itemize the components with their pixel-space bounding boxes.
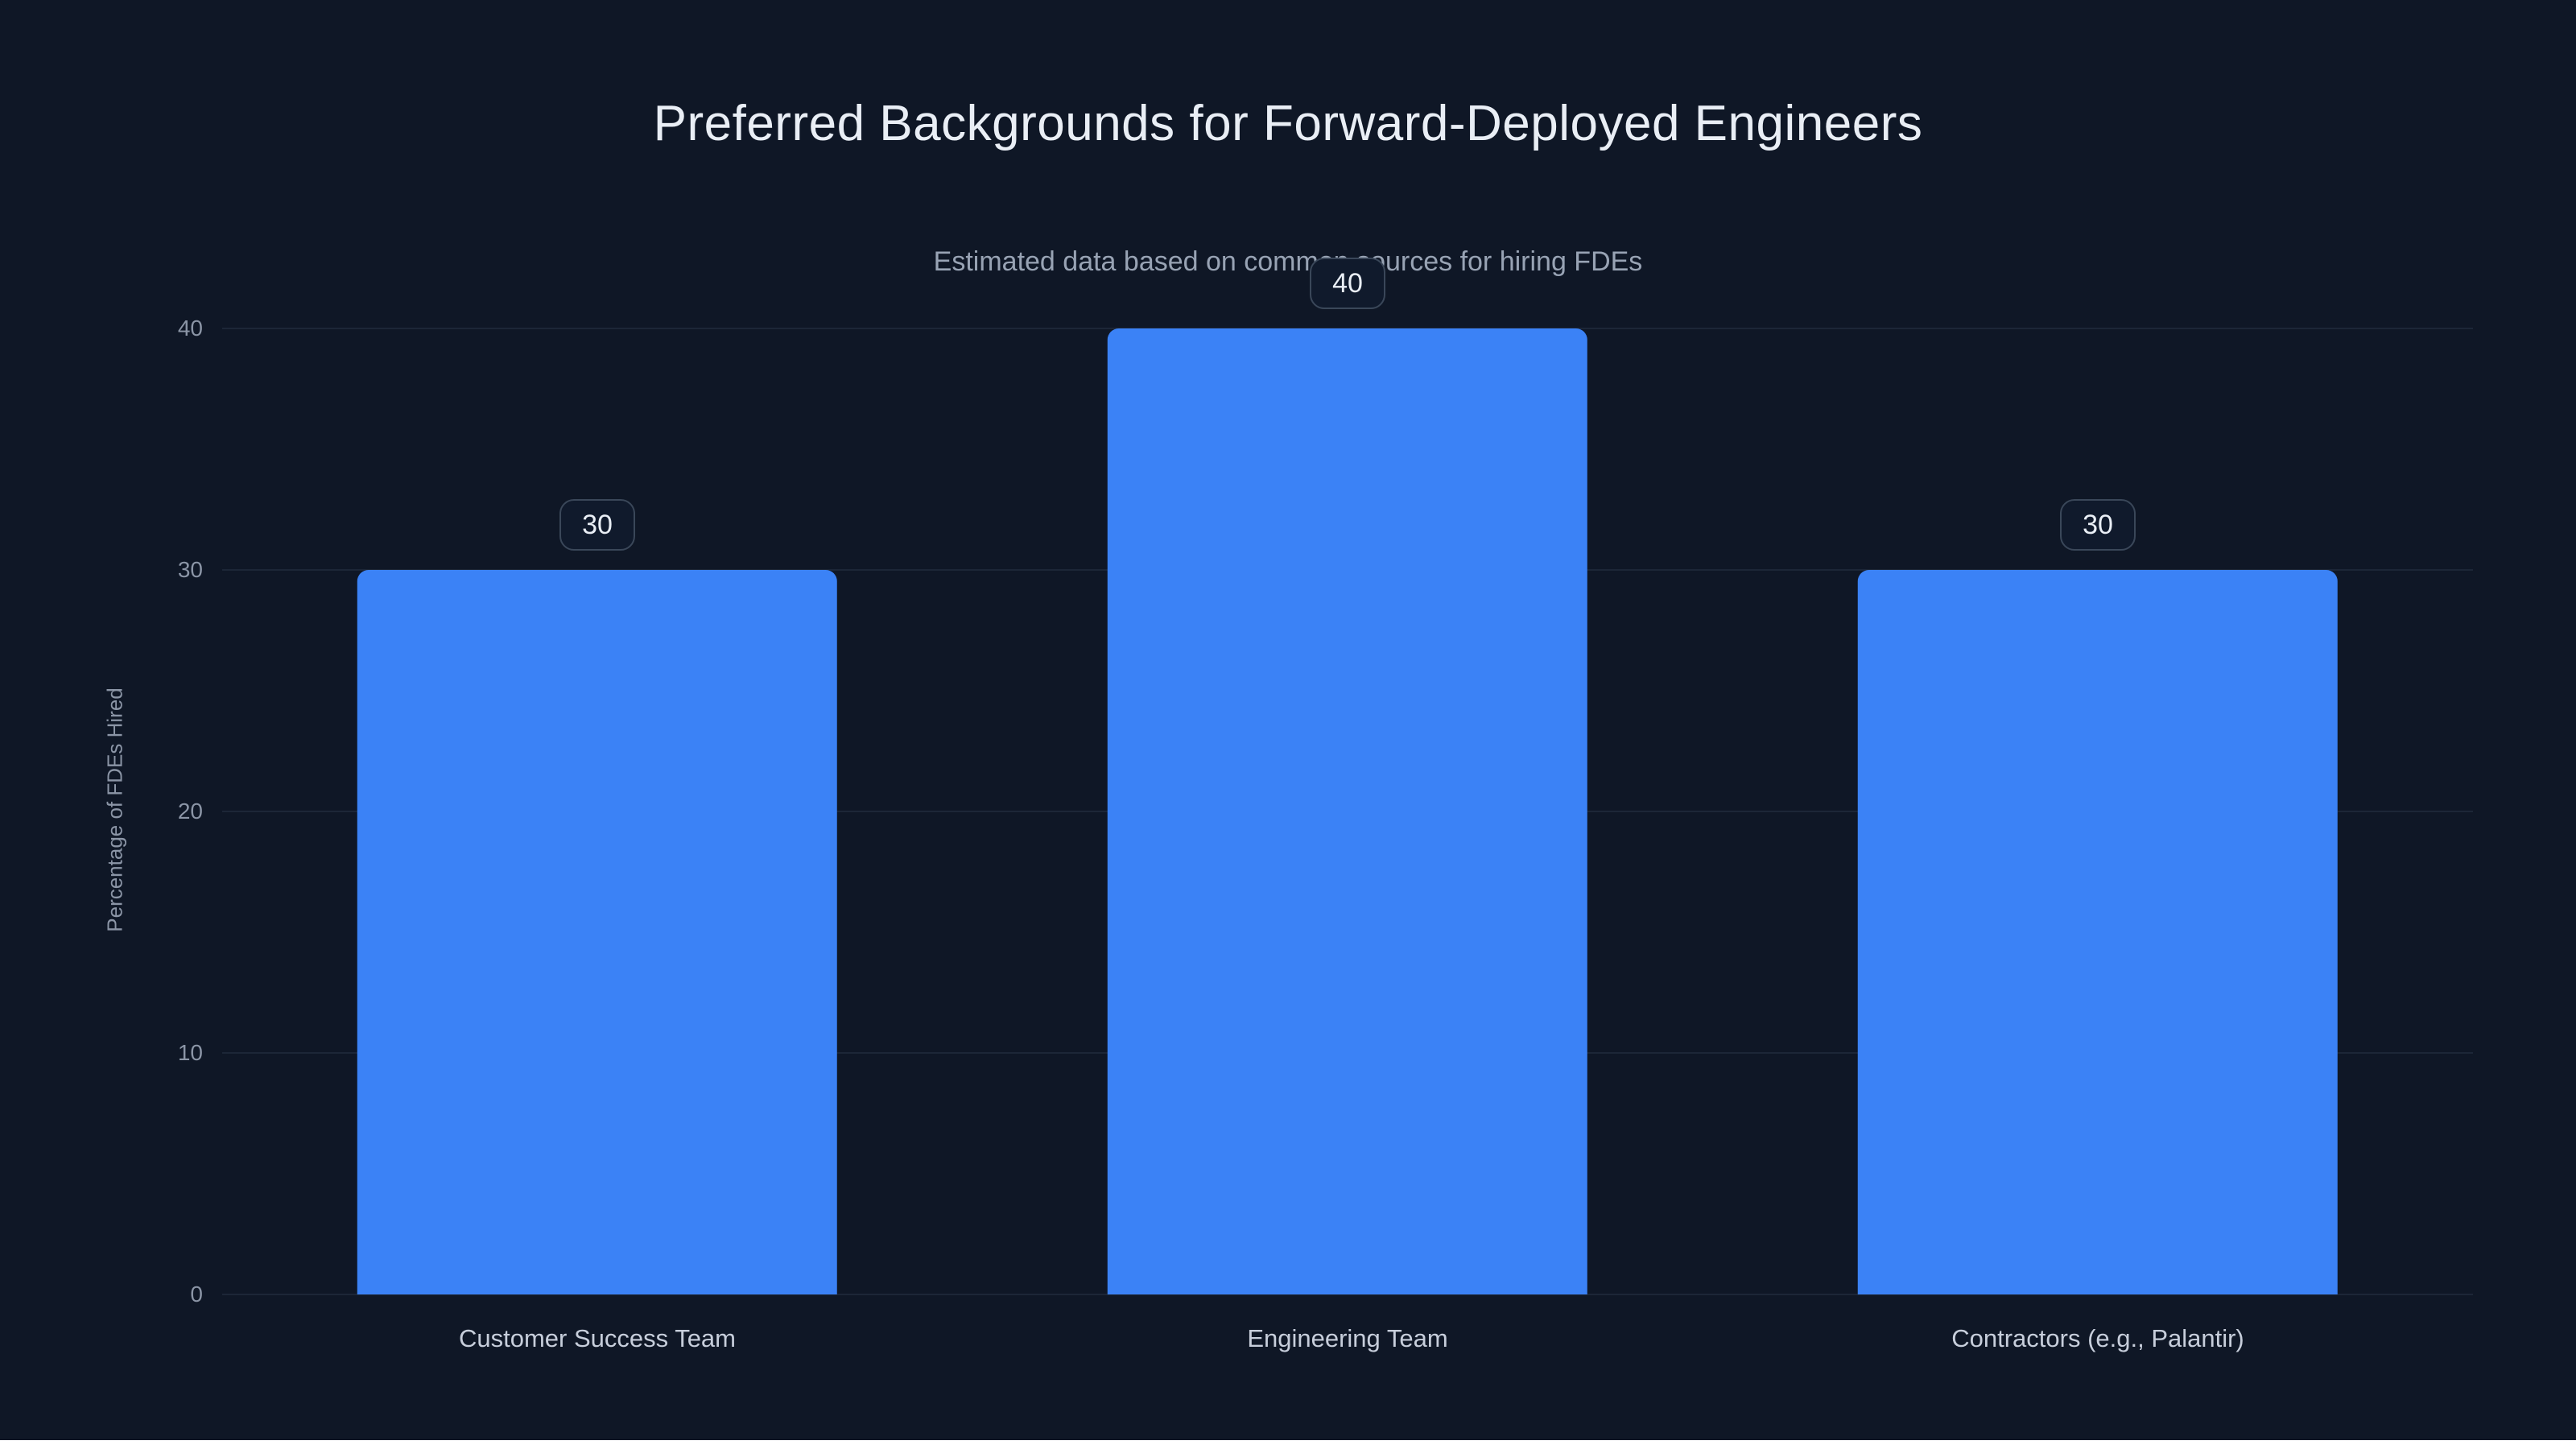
y-tick-label: 10 bbox=[177, 1040, 203, 1065]
y-tick-label: 20 bbox=[177, 799, 203, 824]
bars-container: 30 40 30 bbox=[222, 258, 2473, 1294]
bar-group-3: 30 bbox=[1723, 328, 2473, 1294]
value-label-badge: 30 bbox=[559, 499, 635, 551]
y-tick-label: 0 bbox=[190, 1282, 203, 1307]
chart-title: Preferred Backgrounds for Forward-Deploy… bbox=[653, 96, 1923, 151]
bottom-strip bbox=[0, 1440, 2576, 1449]
value-label-badge: 40 bbox=[1310, 258, 1385, 309]
value-label-badge: 30 bbox=[2060, 499, 2136, 551]
x-axis-label: Customer Success Team bbox=[459, 1324, 736, 1352]
x-axis-label: Engineering Team bbox=[1247, 1324, 1448, 1352]
x-axis-labels: Customer Success Team Engineering Team Con… bbox=[222, 1324, 2473, 1353]
plot-area: 30 40 30 bbox=[222, 258, 2473, 1295]
bar-group-2: 40 bbox=[972, 258, 1723, 1294]
y-tick-label: 40 bbox=[177, 316, 203, 341]
bar-group-1: 30 bbox=[222, 328, 972, 1294]
bar-2[interactable] bbox=[1107, 328, 1588, 1294]
x-axis-label: Contractors (e.g., Palantir) bbox=[1951, 1324, 2244, 1352]
chart-subtitle: Estimated data based on common sources f… bbox=[933, 246, 1643, 277]
bar-1[interactable] bbox=[357, 570, 838, 1294]
bar-3[interactable] bbox=[1857, 570, 2339, 1294]
gridline bbox=[222, 1294, 2473, 1295]
y-tick-label: 30 bbox=[177, 557, 203, 582]
y-tick-labels: 0 10 20 30 40 bbox=[0, 317, 203, 1306]
